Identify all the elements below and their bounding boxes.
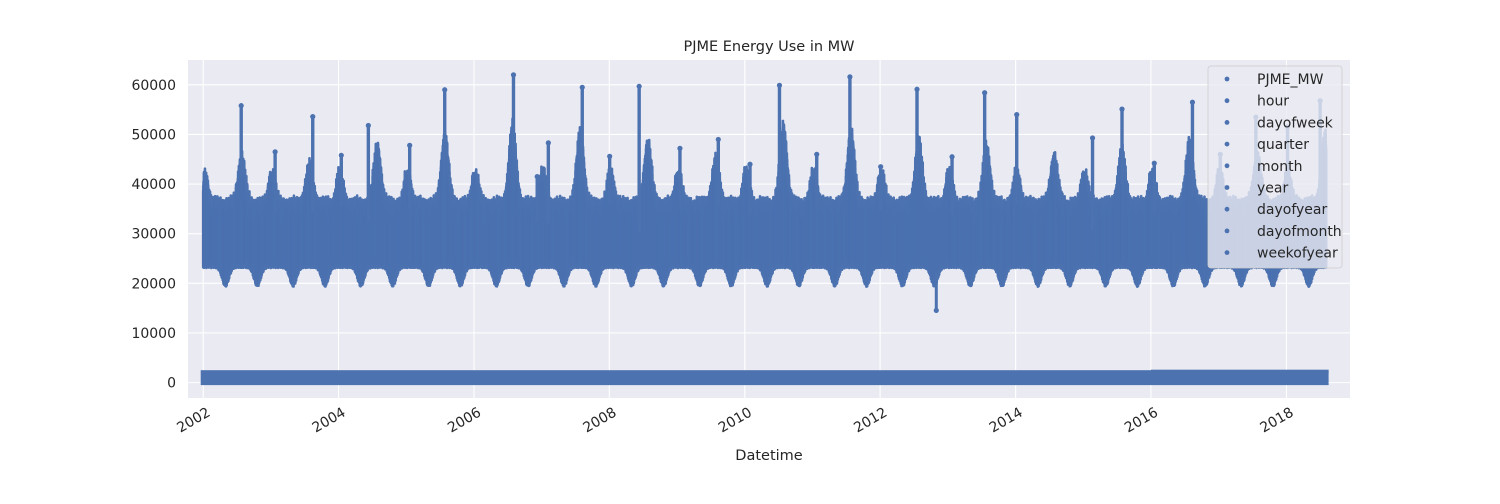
chart-svg: 200220042006200820102012201420162018 010… — [0, 0, 1500, 500]
chart: 200220042006200820102012201420162018 010… — [0, 0, 1500, 500]
